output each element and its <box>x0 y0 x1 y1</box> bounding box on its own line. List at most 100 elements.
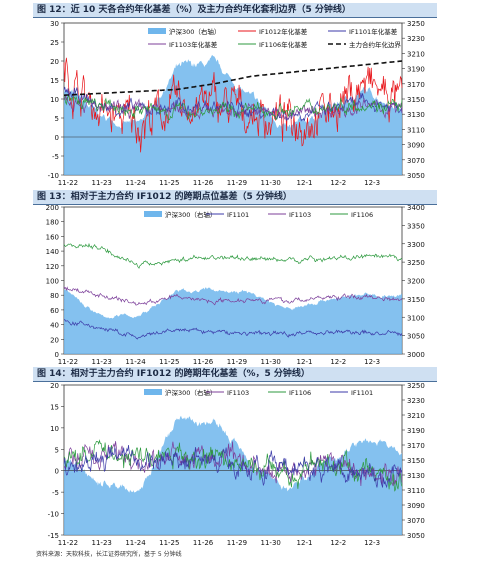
x-tick-label: 11-26 <box>193 179 214 187</box>
x-tick-label: 12-1 <box>297 179 313 187</box>
series-line-4 <box>63 94 403 121</box>
right-tick-label: 3250 <box>407 382 425 390</box>
x-tick-label: 11-25 <box>159 539 179 547</box>
x-tick-label: 11-30 <box>261 539 281 547</box>
right-tick-label: 3090 <box>407 142 425 150</box>
left-tick-label: 15 <box>50 403 59 411</box>
x-tick-label: 11-25 <box>159 179 179 187</box>
legend-label: IF1106 <box>351 211 373 219</box>
x-tick-label: 12-3 <box>364 179 380 187</box>
series-line-1 <box>63 319 403 340</box>
right-tick-label: 3230 <box>407 35 425 43</box>
left-tick-label: 20 <box>50 382 59 390</box>
right-tick-label: 3170 <box>407 81 425 89</box>
series-line-2 <box>63 286 403 306</box>
left-tick-label: 5 <box>55 115 59 123</box>
chart-1: 30 25 20 15 10 5 0 -5 -10 3250 3230 3210 3190 3170 315… <box>48 20 425 187</box>
x-tick-label: 11-30 <box>261 179 281 187</box>
right-tick-label: 3090 <box>407 502 425 510</box>
left-tick-label: 0 <box>55 468 59 476</box>
right-tick-label: 3050 <box>407 333 425 341</box>
left-tick-label: 0 <box>55 134 59 142</box>
series-area-csi300 <box>64 415 402 535</box>
right-tick-label: 3130 <box>407 111 425 119</box>
x-tick-label: 11-23 <box>92 539 112 547</box>
x-tick-label: 12-1 <box>297 539 313 547</box>
right-tick-label: 3190 <box>407 66 425 74</box>
left-tick-label: -10 <box>48 172 59 180</box>
x-tick-label: 12-1 <box>297 358 313 366</box>
legend-label: IF1103 <box>227 389 249 397</box>
left-tick-label: 20 <box>50 58 59 66</box>
left-tick-label: 100 <box>46 278 59 286</box>
x-tick-label: 11-23 <box>92 179 112 187</box>
left-tick-label: 60 <box>50 307 59 315</box>
x-tick-label: 11-26 <box>193 358 214 366</box>
right-tick-label: 3070 <box>407 157 425 165</box>
left-tick-label: -5 <box>52 489 59 497</box>
right-tick-label: 3400 <box>407 204 425 212</box>
right-tick-label: 3110 <box>407 487 425 495</box>
left-tick-label: 30 <box>50 20 59 28</box>
right-tick-label: 3050 <box>407 532 425 540</box>
right-tick-label: 3300 <box>407 241 425 249</box>
series-line-1 <box>63 441 403 487</box>
x-tick-label: 11-29 <box>227 539 247 547</box>
right-tick-label: 3070 <box>407 517 425 525</box>
left-tick-label: 10 <box>50 96 59 104</box>
x-tick-label: 11-24 <box>125 358 146 366</box>
legend: 沪深300（右轴） IF1101 IF1103 IF1106 <box>144 210 373 219</box>
x-tick-label: 11-24 <box>125 539 146 547</box>
chart-2-title: 图 13：相对于主力合约 IF1012 的跨期点位基差（5 分钟线） <box>33 190 437 205</box>
legend-label: IF1106年化基差 <box>259 40 308 49</box>
series-line-3 <box>63 445 403 489</box>
legend-label: 主力合约年化边界 <box>349 40 402 49</box>
right-tick-label: 3210 <box>407 412 425 420</box>
right-tick-label: 3250 <box>407 20 425 28</box>
right-tick-label: 3110 <box>407 126 425 134</box>
left-tick-label: 20 <box>50 336 59 344</box>
right-tick-label: 3130 <box>407 472 425 480</box>
legend-label: IF1012年化基差 <box>259 27 308 36</box>
left-tick-label: 120 <box>46 263 59 271</box>
left-tick-label: 160 <box>46 233 59 241</box>
x-tick-label: 11-23 <box>92 358 112 366</box>
right-tick-label: 3150 <box>407 96 425 104</box>
x-tick-label: 11-22 <box>58 539 78 547</box>
x-tick-label: 11-26 <box>193 539 214 547</box>
x-tick-label: 11-30 <box>261 358 281 366</box>
chart-3-title: 图 14：相对于主力合约 IF1012 的跨期年化基差（%，5 分钟线） <box>33 367 437 382</box>
left-tick-label: -10 <box>48 511 59 519</box>
x-tick-label: 11-29 <box>227 179 247 187</box>
legend-swatch <box>148 28 166 34</box>
series-area-csi300 <box>64 287 402 354</box>
right-tick-label: 3350 <box>407 222 425 230</box>
right-tick-label: 3190 <box>407 427 425 435</box>
chart-2: 2001801601401201008060402003400335033003… <box>46 204 425 366</box>
right-tick-label: 3250 <box>407 259 425 267</box>
left-tick-label: 80 <box>50 292 59 300</box>
left-tick-label: -5 <box>52 153 59 161</box>
legend-label: IF1103 <box>289 211 311 219</box>
left-tick-label: 15 <box>50 77 59 85</box>
legend-label: 沪深300（右轴） <box>169 27 220 36</box>
right-tick-label: 3210 <box>407 50 425 58</box>
right-tick-label: 3100 <box>407 314 425 322</box>
legend-swatch <box>144 211 162 217</box>
left-tick-label: 0 <box>55 351 59 359</box>
left-tick-label: 200 <box>46 204 59 212</box>
legend-label: IF1103年化基差 <box>169 40 218 49</box>
right-tick-label: 3200 <box>407 278 425 286</box>
right-tick-label: 3000 <box>407 351 425 359</box>
x-tick-label: 12-2 <box>330 179 346 187</box>
left-tick-label: 40 <box>50 322 59 330</box>
series-line-5 <box>64 60 403 96</box>
left-tick-label: 140 <box>46 248 59 256</box>
x-tick-label: 11-24 <box>125 179 146 187</box>
right-tick-label: 3170 <box>407 442 425 450</box>
legend: 沪深300（右轴） IF1012年化基差 IF1101年化基差 IF1103年化基差 I… <box>148 27 402 49</box>
x-tick-label: 12-3 <box>364 358 380 366</box>
x-tick-label: 12-2 <box>330 358 346 366</box>
legend-label: 沪深300（右轴） <box>165 388 216 397</box>
right-tick-label: 3230 <box>407 397 425 405</box>
